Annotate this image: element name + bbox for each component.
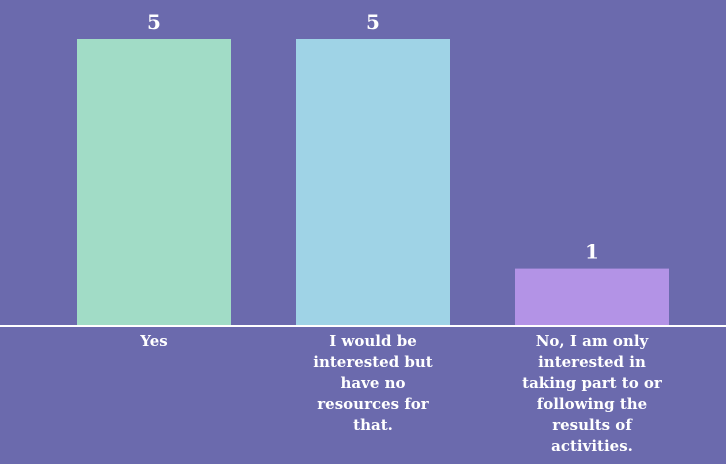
bar-3 [515, 268, 669, 326]
bars-group [77, 39, 669, 326]
data-label-1: 5 [147, 10, 161, 34]
category-label-1: Yes [139, 332, 167, 350]
bar-1 [77, 39, 231, 326]
labels-group: 5 Yes 5 I would be interested but have no reso… [139, 10, 663, 455]
category-label-2: I would be interested but have no resources… [313, 332, 433, 434]
data-label-3: 1 [585, 240, 599, 264]
category-label-3: No, I am only interested in taking part to… [522, 332, 663, 455]
bar-2 [296, 39, 450, 326]
data-label-2: 5 [366, 10, 380, 34]
